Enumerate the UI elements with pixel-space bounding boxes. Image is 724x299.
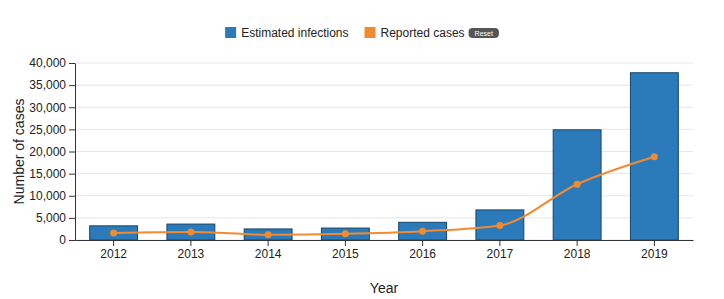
y-tick-mark (69, 63, 75, 64)
y-tick: 30,000 (29, 101, 75, 115)
grid (75, 63, 693, 240)
x-axis: 2012 2013 2014 2015 2016 2017 2018 2019 (76, 240, 694, 261)
y-tick: 5,000 (36, 211, 75, 225)
y-tick-mark (69, 174, 75, 175)
legend: Estimated infections Reported cases Reset (225, 26, 499, 40)
x-tick: 2013 (178, 240, 205, 261)
legend-item[interactable]: Reported cases (365, 26, 465, 40)
bar-series (90, 73, 679, 240)
grid-line (75, 85, 693, 86)
y-tick-label: 20,000 (29, 145, 66, 159)
x-axis-title: Year (370, 280, 399, 296)
legend-label: Reported cases (381, 26, 465, 40)
marker (419, 228, 426, 235)
x-tick-label: 2016 (409, 247, 436, 261)
x-tick-label: 2014 (255, 247, 282, 261)
y-tick-label: 30,000 (29, 101, 66, 115)
marker (496, 222, 503, 229)
x-tick-mark (577, 240, 578, 246)
y-axis-line (75, 64, 76, 241)
x-tick: 2012 (100, 240, 127, 261)
bar (630, 73, 678, 240)
y-tick: 15,000 (29, 167, 75, 181)
x-tick-label: 2013 (178, 247, 205, 261)
y-tick-label: 0 (59, 233, 66, 247)
x-tick-label: 2019 (641, 247, 668, 261)
y-axis-title: Number of cases (11, 99, 27, 205)
line (114, 157, 655, 235)
marker (651, 153, 658, 160)
x-axis-line (76, 240, 694, 241)
y-tick-mark (69, 196, 75, 197)
x-tick: 2017 (487, 240, 514, 261)
x-tick-label: 2015 (332, 247, 359, 261)
y-tick: 0 (59, 233, 75, 247)
legend-item[interactable]: Estimated infections (225, 26, 348, 40)
marker (110, 229, 117, 236)
x-tick: 2018 (564, 240, 591, 261)
x-tick-mark (654, 240, 655, 246)
y-tick-label: 25,000 (29, 123, 66, 137)
legend-swatch (225, 27, 236, 38)
reset-badge[interactable] (469, 28, 499, 38)
y-tick-mark (69, 240, 75, 241)
legend-label: Estimated infections (241, 26, 348, 40)
marks (90, 73, 679, 240)
y-tick-label: 5,000 (36, 211, 66, 225)
x-tick: 2014 (255, 240, 282, 261)
y-tick-mark (69, 218, 75, 219)
y-tick-mark (69, 129, 75, 130)
y-tick-label: 10,000 (29, 189, 66, 203)
y-tick-mark (69, 152, 75, 153)
grid-line (75, 63, 693, 64)
y-tick: 25,000 (29, 123, 75, 137)
y-tick-label: 35,000 (29, 78, 66, 92)
x-tick: 2016 (409, 240, 436, 261)
bar (553, 130, 601, 240)
x-tick-label: 2018 (564, 247, 591, 261)
y-tick-label: 40,000 (29, 56, 66, 70)
plot-area: 0 5,000 10,000 15,000 20,000 25,000 30,000 35,0… (29, 56, 693, 260)
y-tick-mark (69, 107, 75, 108)
x-tick-label: 2017 (487, 247, 514, 261)
x-tick-mark (268, 240, 269, 246)
marker (187, 229, 194, 236)
grid-line (75, 107, 693, 108)
y-tick-mark (69, 85, 75, 86)
x-tick: 2019 (641, 240, 668, 261)
line-series (110, 153, 658, 238)
y-tick: 40,000 (29, 56, 75, 70)
chart: 0 5,000 10,000 15,000 20,000 25,000 30,000 35,0… (0, 0, 724, 299)
x-tick-mark (190, 240, 191, 246)
marker (574, 181, 581, 188)
y-tick-label: 15,000 (29, 167, 66, 181)
bar (476, 210, 524, 240)
y-tick: 20,000 (29, 145, 75, 159)
x-tick-mark (345, 240, 346, 246)
y-axis: 0 5,000 10,000 15,000 20,000 25,000 30,000 35,0… (29, 56, 75, 247)
x-tick-label: 2012 (100, 247, 127, 261)
marker (342, 230, 349, 237)
x-tick-mark (422, 240, 423, 246)
x-tick-mark (113, 240, 114, 246)
reset-label: Reset (475, 30, 493, 37)
legend-swatch (365, 27, 376, 38)
x-tick-mark (499, 240, 500, 246)
y-tick: 10,000 (29, 189, 75, 203)
x-tick: 2015 (332, 240, 359, 261)
marker (265, 231, 272, 238)
y-tick: 35,000 (29, 78, 75, 92)
